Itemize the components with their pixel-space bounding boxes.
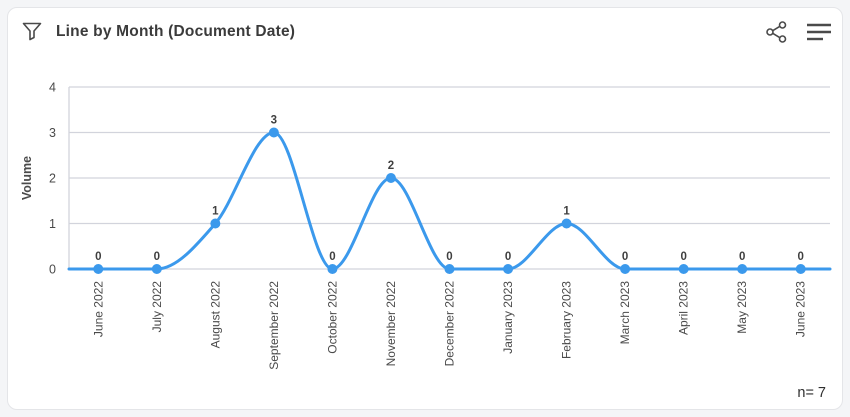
series-line	[67, 131, 832, 271]
y-axis-title: Volume	[20, 156, 34, 200]
x-tick-label: September 2022	[267, 281, 281, 370]
data-point[interactable]	[210, 218, 221, 229]
data-point[interactable]	[737, 264, 748, 274]
y-tick-label: 2	[49, 172, 56, 186]
data-point-label: 0	[798, 251, 804, 263]
data-point-label: 2	[388, 160, 394, 172]
data-point-label: 0	[739, 251, 745, 263]
x-tick-label: December 2022	[443, 281, 457, 367]
y-tick-label: 3	[49, 126, 56, 140]
data-point-label: 0	[505, 251, 511, 263]
x-tick-label: November 2022	[384, 281, 398, 367]
x-tick-label: June 2022	[91, 281, 105, 337]
data-point[interactable]	[561, 218, 572, 229]
y-axis-tick-labels: 0 1 2 3 4	[49, 81, 56, 277]
data-point[interactable]	[327, 264, 338, 274]
x-tick-label: April 2023	[677, 281, 691, 335]
data-point-label: 1	[563, 206, 570, 218]
data-point-label: 0	[329, 251, 335, 263]
share-icon[interactable]	[765, 20, 789, 44]
x-tick-label: March 2023	[618, 281, 632, 345]
data-point[interactable]	[385, 173, 396, 183]
y-tick-label: 0	[49, 263, 56, 277]
data-point-label: 0	[680, 251, 686, 263]
series-group: 0 0 1 3 0 2 0 0 1 0 0 0 0	[67, 115, 832, 274]
x-tick-label: May 2023	[735, 281, 749, 334]
x-tick-label: July 2022	[150, 281, 164, 333]
data-point[interactable]	[620, 264, 631, 274]
filter-funnel-icon[interactable]	[21, 20, 43, 42]
data-point[interactable]	[151, 264, 162, 274]
x-tick-label: August 2022	[208, 281, 222, 349]
data-point[interactable]	[444, 264, 455, 274]
chart-card	[7, 7, 843, 410]
hamburger-menu-icon[interactable]	[806, 22, 832, 42]
x-tick-label: June 2023	[794, 281, 808, 337]
x-tick-label: October 2022	[325, 281, 339, 354]
gridlines-group	[68, 86, 830, 270]
y-tick-label: 4	[49, 81, 56, 95]
x-tick-label: January 2023	[501, 281, 515, 354]
data-point-label: 0	[95, 251, 101, 263]
chart-header: Line by Month (Document Date)	[0, 0, 850, 60]
data-point-label: 1	[212, 206, 219, 218]
x-axis-tick-labels: June 2022 July 2022 August 2022 September 2…	[91, 281, 807, 370]
data-point[interactable]	[93, 264, 104, 274]
data-point[interactable]	[268, 127, 279, 138]
y-tick-label: 1	[49, 217, 56, 231]
data-point[interactable]	[678, 264, 689, 274]
data-point-label: 3	[271, 115, 277, 127]
data-point-label: 0	[154, 251, 160, 263]
data-point[interactable]	[795, 264, 806, 274]
chart-title: Line by Month (Document Date)	[56, 23, 296, 40]
sample-size-label: n= 7	[797, 385, 826, 401]
x-tick-label: February 2023	[560, 281, 574, 359]
data-point[interactable]	[503, 264, 514, 274]
data-point-label: 0	[622, 251, 628, 263]
data-point-label: 0	[446, 251, 452, 263]
